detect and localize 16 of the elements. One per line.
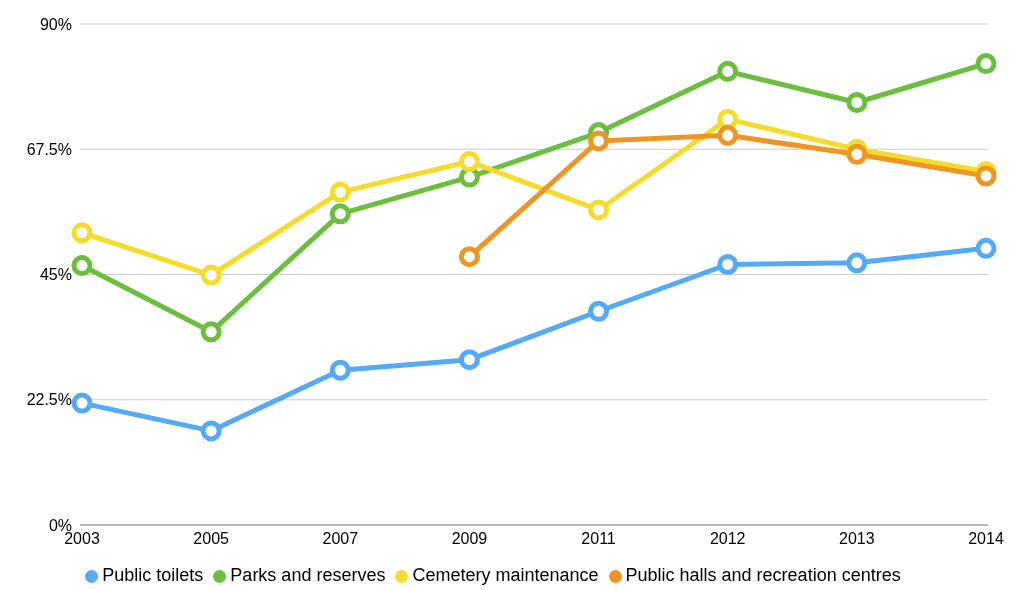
x-tick-label: 2014 xyxy=(968,530,1004,548)
legend-label: Public toilets xyxy=(102,565,204,585)
legend-label: Public halls and recreation centres xyxy=(625,565,901,585)
y-tick-label: 67.5% xyxy=(26,140,72,158)
y-tick-label: 90% xyxy=(39,15,72,33)
legend-label: Cemetery maintenance xyxy=(412,565,599,585)
legend-label: Parks and reserves xyxy=(230,565,386,585)
x-tick-label: 2003 xyxy=(64,530,100,548)
x-tick-label: 2012 xyxy=(709,530,746,548)
x-tick-label: 2009 xyxy=(451,530,488,548)
x-tick-label: 2007 xyxy=(322,530,359,548)
x-tick-label: 2013 xyxy=(839,530,875,548)
y-tick-label: 45% xyxy=(39,266,72,284)
x-tick-label: 2011 xyxy=(581,530,616,548)
y-tick-label: 22.5% xyxy=(26,391,72,409)
x-tick-label: 2005 xyxy=(193,530,230,548)
